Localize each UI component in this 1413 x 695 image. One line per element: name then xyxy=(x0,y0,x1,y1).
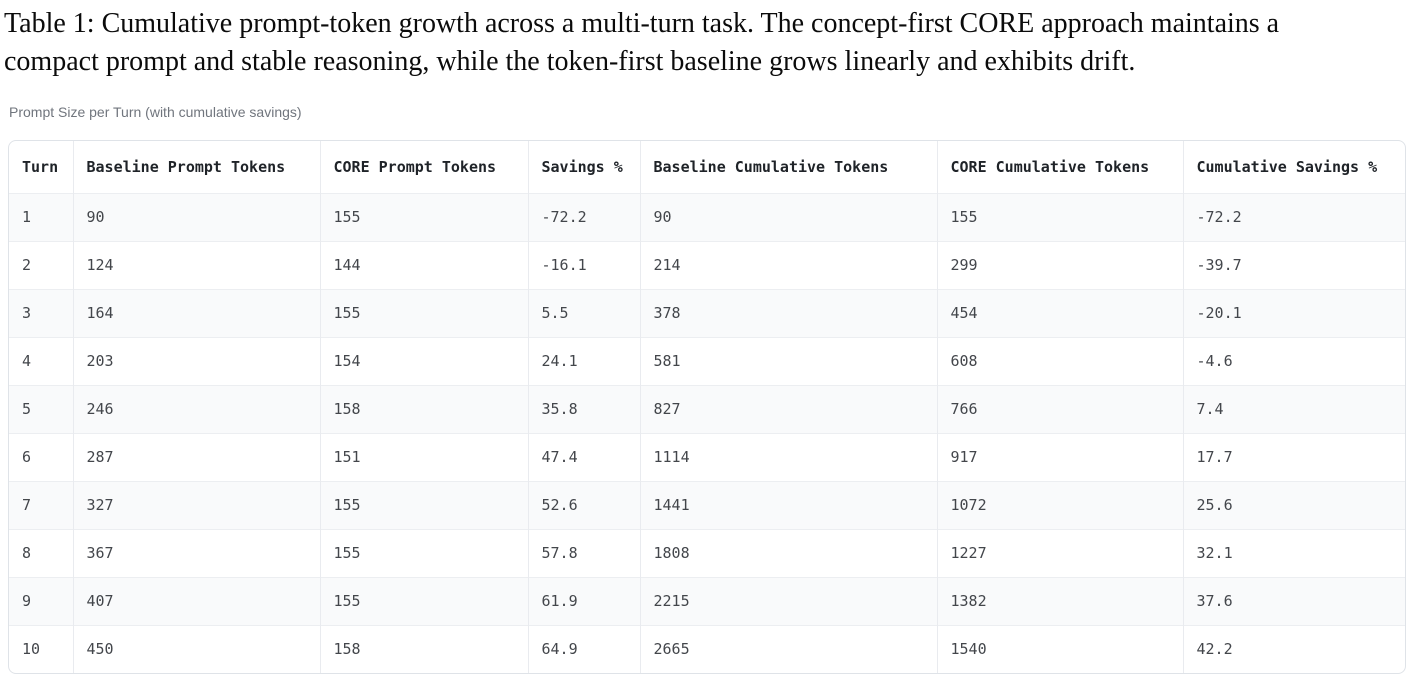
table-cell: -16.1 xyxy=(527,241,640,289)
data-table: Turn Baseline Prompt Tokens CORE Prompt To… xyxy=(9,141,1405,673)
table-cell: 246 xyxy=(72,385,320,433)
table-cell: -20.1 xyxy=(1182,289,1405,337)
column-header: Baseline Prompt Tokens xyxy=(72,141,320,193)
table-cell: 6 xyxy=(22,448,32,466)
table-cell: 144 xyxy=(319,241,528,289)
table-cell: 581 xyxy=(639,337,937,385)
table-cell: 1114 xyxy=(639,433,937,481)
table-cell: 158 xyxy=(319,385,528,433)
table-cell: 155 xyxy=(319,529,528,577)
table-row: 10 450 158 64.9 2665 1540 42.2 xyxy=(9,625,1405,673)
table-cell: 327 xyxy=(72,481,320,529)
table-cell: 1382 xyxy=(936,577,1183,625)
table-row: 3 164 155 5.5 378 454 -20.1 xyxy=(9,289,1405,337)
table-cell: -39.7 xyxy=(1182,241,1405,289)
column-header: CORE Prompt Tokens xyxy=(319,141,528,193)
table-cell: 454 xyxy=(936,289,1183,337)
table-cell: 10 xyxy=(22,640,41,659)
table-cell: 1540 xyxy=(936,625,1183,673)
table-cell: 8 xyxy=(22,544,32,562)
table-cell: 32.1 xyxy=(1182,529,1405,577)
table-cell: 35.8 xyxy=(527,385,640,433)
table-cell: 917 xyxy=(936,433,1183,481)
column-header: Savings % xyxy=(527,141,640,193)
table-cell: 3 xyxy=(22,304,32,322)
table-cell: 64.9 xyxy=(527,625,640,673)
table-row: 4 203 154 24.1 581 608 -4.6 xyxy=(9,337,1405,385)
table-row: 2 124 144 -16.1 214 299 -39.7 xyxy=(9,241,1405,289)
table-cell: 37.6 xyxy=(1182,577,1405,625)
table-cell: 378 xyxy=(639,289,937,337)
table-cell: 155 xyxy=(319,193,528,241)
table-caption: Table 1: Cumulative prompt-token growth … xyxy=(4,8,1280,77)
column-header: Baseline Cumulative Tokens xyxy=(639,141,937,193)
table-cell: 154 xyxy=(319,337,528,385)
table-container: Turn Baseline Prompt Tokens CORE Prompt To… xyxy=(8,140,1406,674)
table-row: 9 407 155 61.9 2215 1382 37.6 xyxy=(9,577,1405,625)
table-row: 6 287 151 47.4 1114 917 17.7 xyxy=(9,433,1405,481)
table-cell: -4.6 xyxy=(1182,337,1405,385)
table-cell: 299 xyxy=(936,241,1183,289)
table-cell: 24.1 xyxy=(527,337,640,385)
table-cell: 367 xyxy=(72,529,320,577)
table-cell: -72.2 xyxy=(1182,193,1405,241)
column-header: Turn xyxy=(22,157,59,176)
table-cell: 766 xyxy=(936,385,1183,433)
table-cell: 155 xyxy=(936,193,1183,241)
table-cell: 4 xyxy=(22,352,32,370)
table-cell: 47.4 xyxy=(527,433,640,481)
table-cell: 151 xyxy=(319,433,528,481)
table-cell: 1441 xyxy=(639,481,937,529)
table-cell: 2 xyxy=(22,256,32,274)
table-cell: 287 xyxy=(72,433,320,481)
table-cell: 90 xyxy=(639,193,937,241)
table-body: 1 90 155 -72.2 90 155 -72.2 2 124 144 -16.1 214 299-… xyxy=(9,193,1405,673)
table-cell: -72.2 xyxy=(527,193,640,241)
table-row: 5 246 158 35.8 827 766 7.4 xyxy=(9,385,1405,433)
table-cell: 2665 xyxy=(639,625,937,673)
table-row: 1 90 155 -72.2 90 155 -72.2 xyxy=(9,193,1405,241)
table-cell: 164 xyxy=(72,289,320,337)
table-cell: 158 xyxy=(319,625,528,673)
table-cell: 5 xyxy=(22,400,32,418)
table-cell: 7 xyxy=(22,496,32,514)
table-cell: 17.7 xyxy=(1182,433,1405,481)
table-row: 8 367 155 57.8 1808 1227 32.1 xyxy=(9,529,1405,577)
table-cell: 214 xyxy=(639,241,937,289)
table-cell: 42.2 xyxy=(1182,625,1405,673)
column-header: Cumulative Savings % xyxy=(1182,141,1405,193)
table-cell: 57.8 xyxy=(527,529,640,577)
table-cell: 9 xyxy=(22,592,32,610)
table-cell: 155 xyxy=(319,577,528,625)
column-header: CORE Cumulative Tokens xyxy=(936,141,1183,193)
header-row: Turn Baseline Prompt Tokens CORE Prompt To… xyxy=(9,141,1405,193)
table-cell: 1808 xyxy=(639,529,937,577)
table-cell: 203 xyxy=(72,337,320,385)
table-cell: 155 xyxy=(319,289,528,337)
table-cell: 52.6 xyxy=(527,481,640,529)
table-row: 7 327 155 52.6 1441 1072 25.6 xyxy=(9,481,1405,529)
table-cell: 1072 xyxy=(936,481,1183,529)
table-cell: 608 xyxy=(936,337,1183,385)
table-cell: 7.4 xyxy=(1182,385,1405,433)
table-cell: 827 xyxy=(639,385,937,433)
table-cell: 61.9 xyxy=(527,577,640,625)
table-cell: 450 xyxy=(72,625,320,673)
table-cell: 2215 xyxy=(639,577,937,625)
table-cell: 407 xyxy=(72,577,320,625)
table-title: Prompt Size per Turn (with cumulative sa… xyxy=(9,104,302,120)
table-cell: 155 xyxy=(319,481,528,529)
table-cell: 1227 xyxy=(936,529,1183,577)
table-cell: 90 xyxy=(72,193,320,241)
table-cell: 25.6 xyxy=(1182,481,1405,529)
table-cell: 124 xyxy=(72,241,320,289)
table-cell: 1 xyxy=(22,208,32,226)
table-cell: 5.5 xyxy=(527,289,640,337)
